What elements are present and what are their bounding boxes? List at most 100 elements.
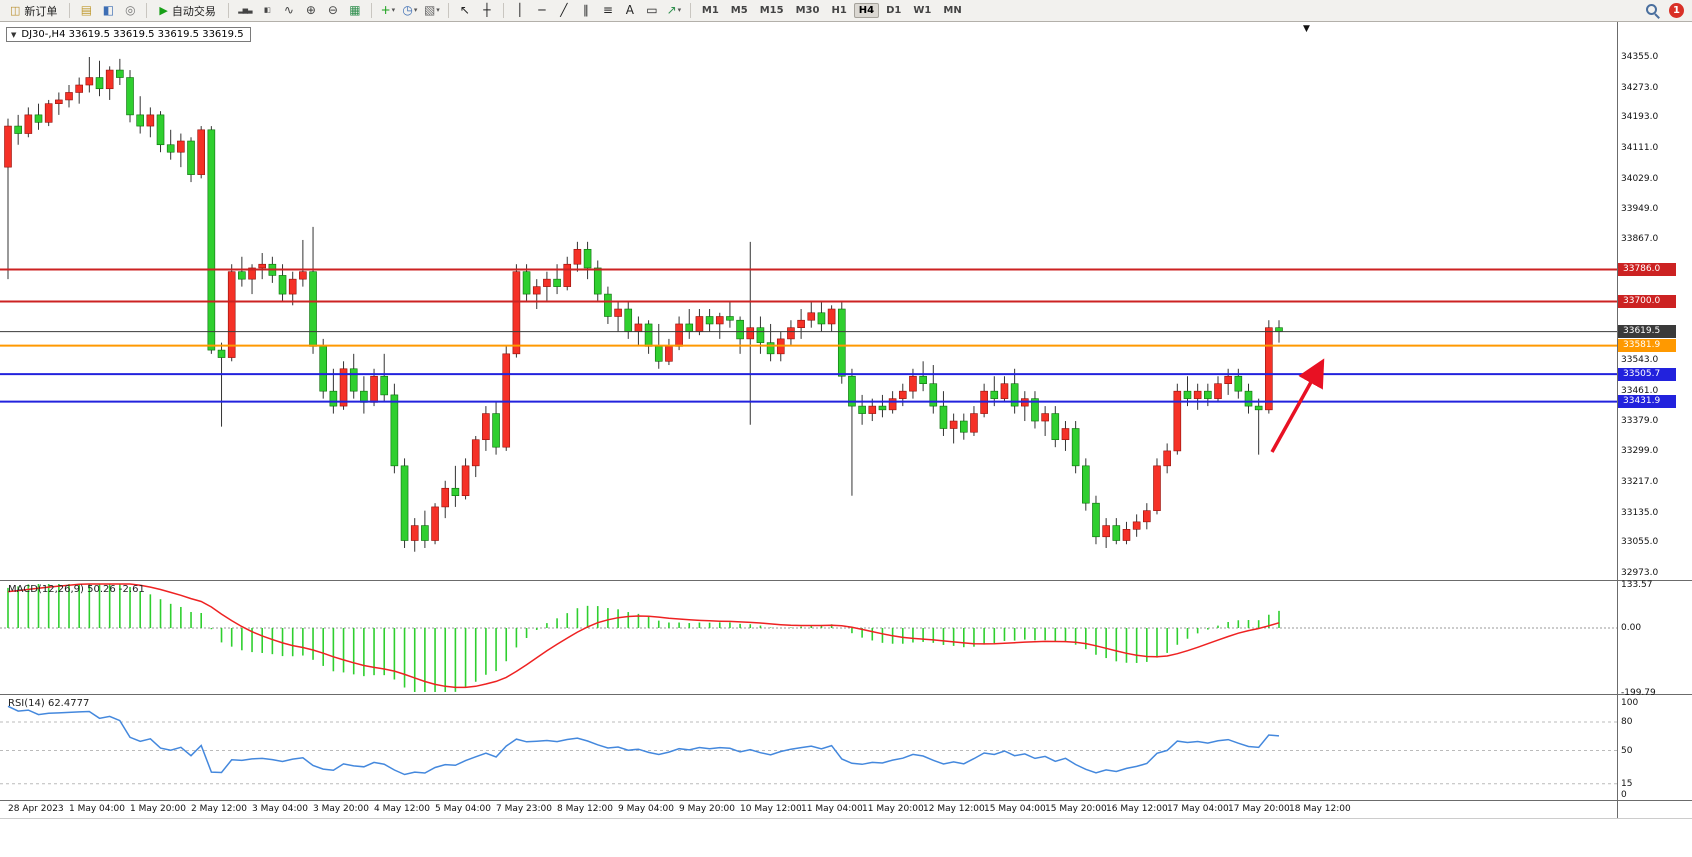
equidistant-channel-icon[interactable]: ∥ [582,3,589,17]
vertical-line-icon[interactable]: │ [516,3,524,17]
toolbar-divider [227,3,229,18]
toolbar: ◫ 新订单 ▤ ◧ ◎ ▶ 自动交易 ▂▅▃ ▮▯ ∿ ⊕ ⊖ ▦ +▾ ◷▾ ▧▾ ↖ ┼ │ ─ ╱ ∥ ≡ A ▭ ↗▾ M1… [0,0,1692,22]
price-axis-label: 32973.0 [1621,568,1659,578]
new-order-icon: ◫ [10,4,21,17]
time-axis-label: 17 May 04:00 [1167,804,1229,814]
timeframe-m5[interactable]: M5 [730,5,748,16]
time-axis-label: 12 May 12:00 [923,804,985,814]
profiles-icon[interactable]: ▤ [80,3,93,17]
new-order-button[interactable]: ◫ 新订单 [4,2,63,20]
time-axis-label: 8 May 12:00 [557,804,613,814]
price-axis-label: 33867.0 [1621,234,1659,245]
price-axis-label: 33949.0 [1621,203,1659,214]
price-axis-label: 33379.0 [1621,416,1659,427]
time-axis-label: 28 Apr 2023 [8,804,64,814]
periods-icon[interactable]: ◷▾ [402,3,418,17]
macd-panel [0,583,1617,692]
navigator-icon[interactable]: ◧ [102,3,115,17]
chart-shift-marker[interactable]: ▼ [1303,24,1310,34]
level-badge: 33581.9 [1618,339,1676,353]
panel-separators [0,22,1692,819]
rsi-scale-label: 100 [1621,698,1639,708]
timeframe-m30[interactable]: M30 [795,5,820,16]
price-axis-label: 34355.0 [1621,52,1659,62]
timeframe-mn[interactable]: MN [943,5,962,16]
bar-chart-icon[interactable]: ▂▅▃ [238,6,252,14]
text-icon[interactable]: A [625,3,634,17]
candles [4,57,1283,552]
toolbar-divider [69,3,71,18]
timeframe-m15[interactable]: M15 [759,5,784,16]
dropdown-caret-icon: ▾ [677,6,682,14]
trendline-icon[interactable]: ╱ [560,3,568,17]
timeframe-h4[interactable]: H4 [853,3,880,18]
time-axis-label: 9 May 20:00 [679,804,735,814]
price-axis-label: 34193.0 [1621,112,1659,123]
horizontal-line-icon[interactable]: ─ [538,3,546,17]
price-axis-label: 33217.0 [1621,476,1659,487]
price-axis-label: 34273.0 [1621,82,1659,93]
time-axis-label: 15 May 20:00 [1045,804,1107,814]
line-chart-icon[interactable]: ∿ [283,3,294,17]
resistance-badge: 33786.0 [1618,262,1676,276]
macd-scale-label: 133.57 [1621,579,1653,590]
support-badge: 33431.9 [1618,395,1676,409]
timeframe-d1[interactable]: D1 [886,5,902,16]
text-label-icon[interactable]: ▭ [646,3,658,17]
timeframe-m1[interactable]: M1 [701,5,719,16]
autotrading-icon: ▶ [159,4,168,17]
time-axis-label: 3 May 20:00 [313,804,369,814]
arrows-icon[interactable]: ↗▾ [666,3,682,17]
rsi-scale-label: 15 [1621,778,1633,789]
time-axis-label: 11 May 04:00 [801,804,863,814]
market-watch-icon[interactable]: ◎ [125,3,136,17]
price-axis-label: 33543.0 [1621,355,1659,366]
chart-symbol-label: ▼ DJ30-,H4 33619.5 33619.5 33619.5 33619… [6,27,251,42]
autotrading-button[interactable]: ▶ 自动交易 [153,2,221,20]
tile-windows-icon[interactable]: ▦ [349,3,361,17]
resistance-badge: 33700.0 [1618,295,1676,309]
time-axis-label: 3 May 04:00 [252,804,308,814]
search-icon[interactable] [1644,2,1661,19]
dropdown-caret-icon: ▾ [436,6,440,14]
current-price-badge: 33619.5 [1618,325,1676,339]
toolbar-divider [370,3,372,18]
price-axis-label: 33461.0 [1621,385,1659,396]
time-axis-label: 1 May 20:00 [130,804,186,814]
macd-scale-label: 0.00 [1621,623,1642,633]
time-axis-label: 4 May 12:00 [374,804,430,814]
toolbar-divider [502,3,504,18]
templates-icon[interactable]: ▧▾ [423,3,440,17]
timeframe-h1[interactable]: H1 [831,5,847,16]
fibonacci-icon[interactable]: ≡ [602,3,613,17]
cursor-icon[interactable]: ↖ [459,3,470,17]
time-axis-label: 15 May 04:00 [984,804,1046,814]
rsi-scale-label: 80 [1621,717,1633,727]
autotrading-button-label: 自动交易 [171,4,216,18]
notification-badge[interactable]: 1 [1669,3,1684,18]
price-axis[interactable] [1618,22,1692,800]
macd-scale-label: -199.79 [1621,687,1656,698]
macd-label: MACD(12,26,9) 50.26 -2.61 [8,584,145,595]
symbol-dropdown-icon[interactable]: ▼ [11,30,17,39]
zoom-out-icon[interactable]: ⊖ [327,3,338,17]
rsi-scale-label: 50 [1621,745,1633,756]
price-axis-label: 33135.0 [1621,507,1659,518]
dropdown-caret-icon: ▾ [413,6,418,14]
trend-arrow[interactable] [1270,358,1325,453]
toolbar-divider [689,3,691,18]
timeframe-w1[interactable]: W1 [913,5,932,16]
time-axis-label: 7 May 23:00 [496,804,552,814]
crosshair-icon[interactable]: ┼ [483,3,491,17]
time-axis-label: 17 May 20:00 [1228,804,1290,814]
time-axis-label: 10 May 12:00 [740,804,802,814]
candlestick-chart-icon[interactable]: ▮▯ [264,6,271,14]
indicators-icon[interactable]: +▾ [380,3,396,17]
price-level-lines[interactable] [0,268,1617,403]
time-axis-label: 1 May 04:00 [69,804,125,814]
rsi-scale-label: 0 [1621,790,1627,800]
zoom-in-icon[interactable]: ⊕ [305,3,316,17]
time-axis-label: 9 May 04:00 [618,804,674,814]
